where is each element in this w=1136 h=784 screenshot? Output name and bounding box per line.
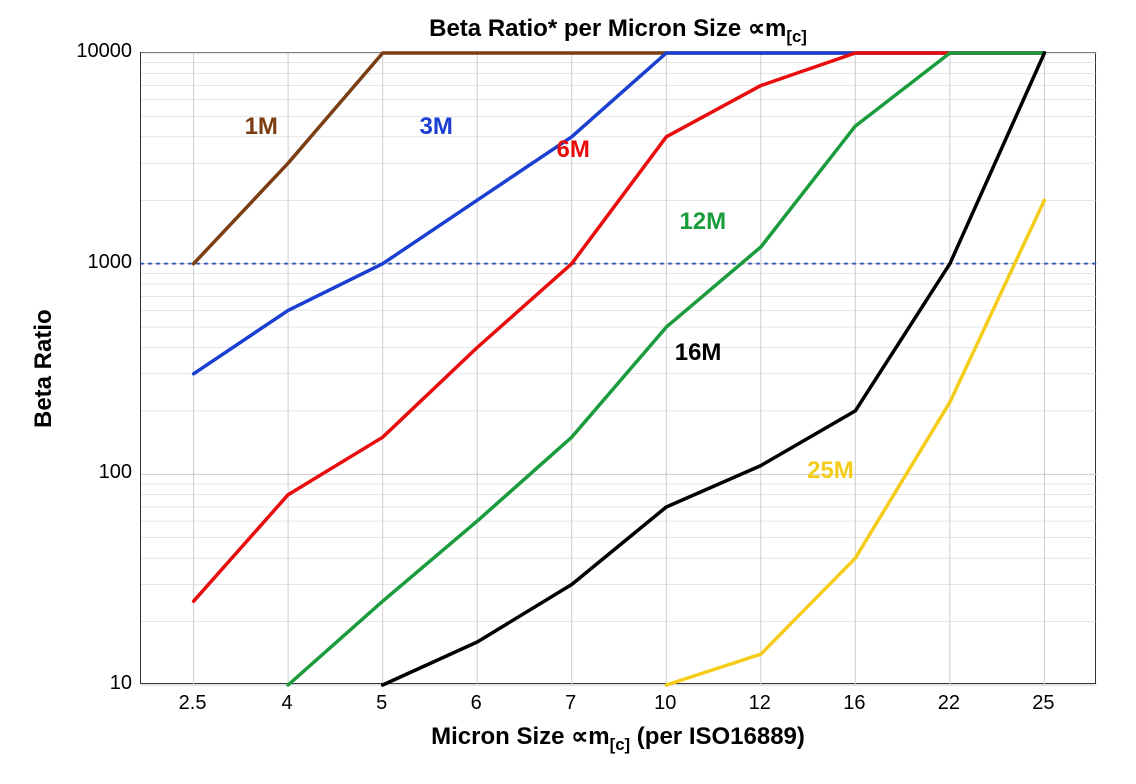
chart-title: Beta Ratio* per Micron Size ∝m[c]: [140, 14, 1096, 47]
series-label-6M: 6M: [557, 136, 590, 164]
x-axis-label-text: Micron Size ∝m: [431, 723, 610, 750]
series-label-3M: 3M: [419, 113, 452, 141]
y-tick-label: 100: [99, 461, 132, 484]
x-tick-label: 16: [843, 692, 865, 715]
y-tick-label: 1000: [88, 251, 133, 274]
x-axis-label: Micron Size ∝m[c] (per ISO16889): [140, 722, 1096, 755]
series-label-12M: 12M: [679, 208, 726, 236]
x-tick-label: 25: [1032, 692, 1054, 715]
series-label-25M: 25M: [807, 457, 854, 485]
series-label-1M: 1M: [245, 113, 278, 141]
beta-ratio-chart: Beta Ratio* per Micron Size ∝m[c] Beta R…: [0, 0, 1136, 784]
series-label-16M: 16M: [675, 339, 722, 367]
x-tick-label: 10: [654, 692, 676, 715]
x-tick-label: 5: [376, 692, 387, 715]
y-tick-label: 10000: [76, 40, 132, 63]
plot-svg: [141, 53, 1097, 685]
x-tick-label: 22: [938, 692, 960, 715]
x-tick-label: 7: [565, 692, 576, 715]
y-tick-label: 10: [110, 672, 132, 695]
x-axis-label-sub: [c]: [610, 735, 631, 754]
plot-area: [140, 52, 1096, 684]
chart-title-text: Beta Ratio* per Micron Size ∝m: [429, 15, 786, 42]
x-tick-label: 6: [471, 692, 482, 715]
chart-title-sub: [c]: [786, 27, 807, 46]
x-tick-label: 2.5: [179, 692, 207, 715]
x-tick-label: 4: [282, 692, 293, 715]
x-axis-label-suffix: (per ISO16889): [630, 723, 805, 750]
x-tick-label: 12: [749, 692, 771, 715]
y-axis-label: Beta Ratio: [30, 309, 58, 428]
